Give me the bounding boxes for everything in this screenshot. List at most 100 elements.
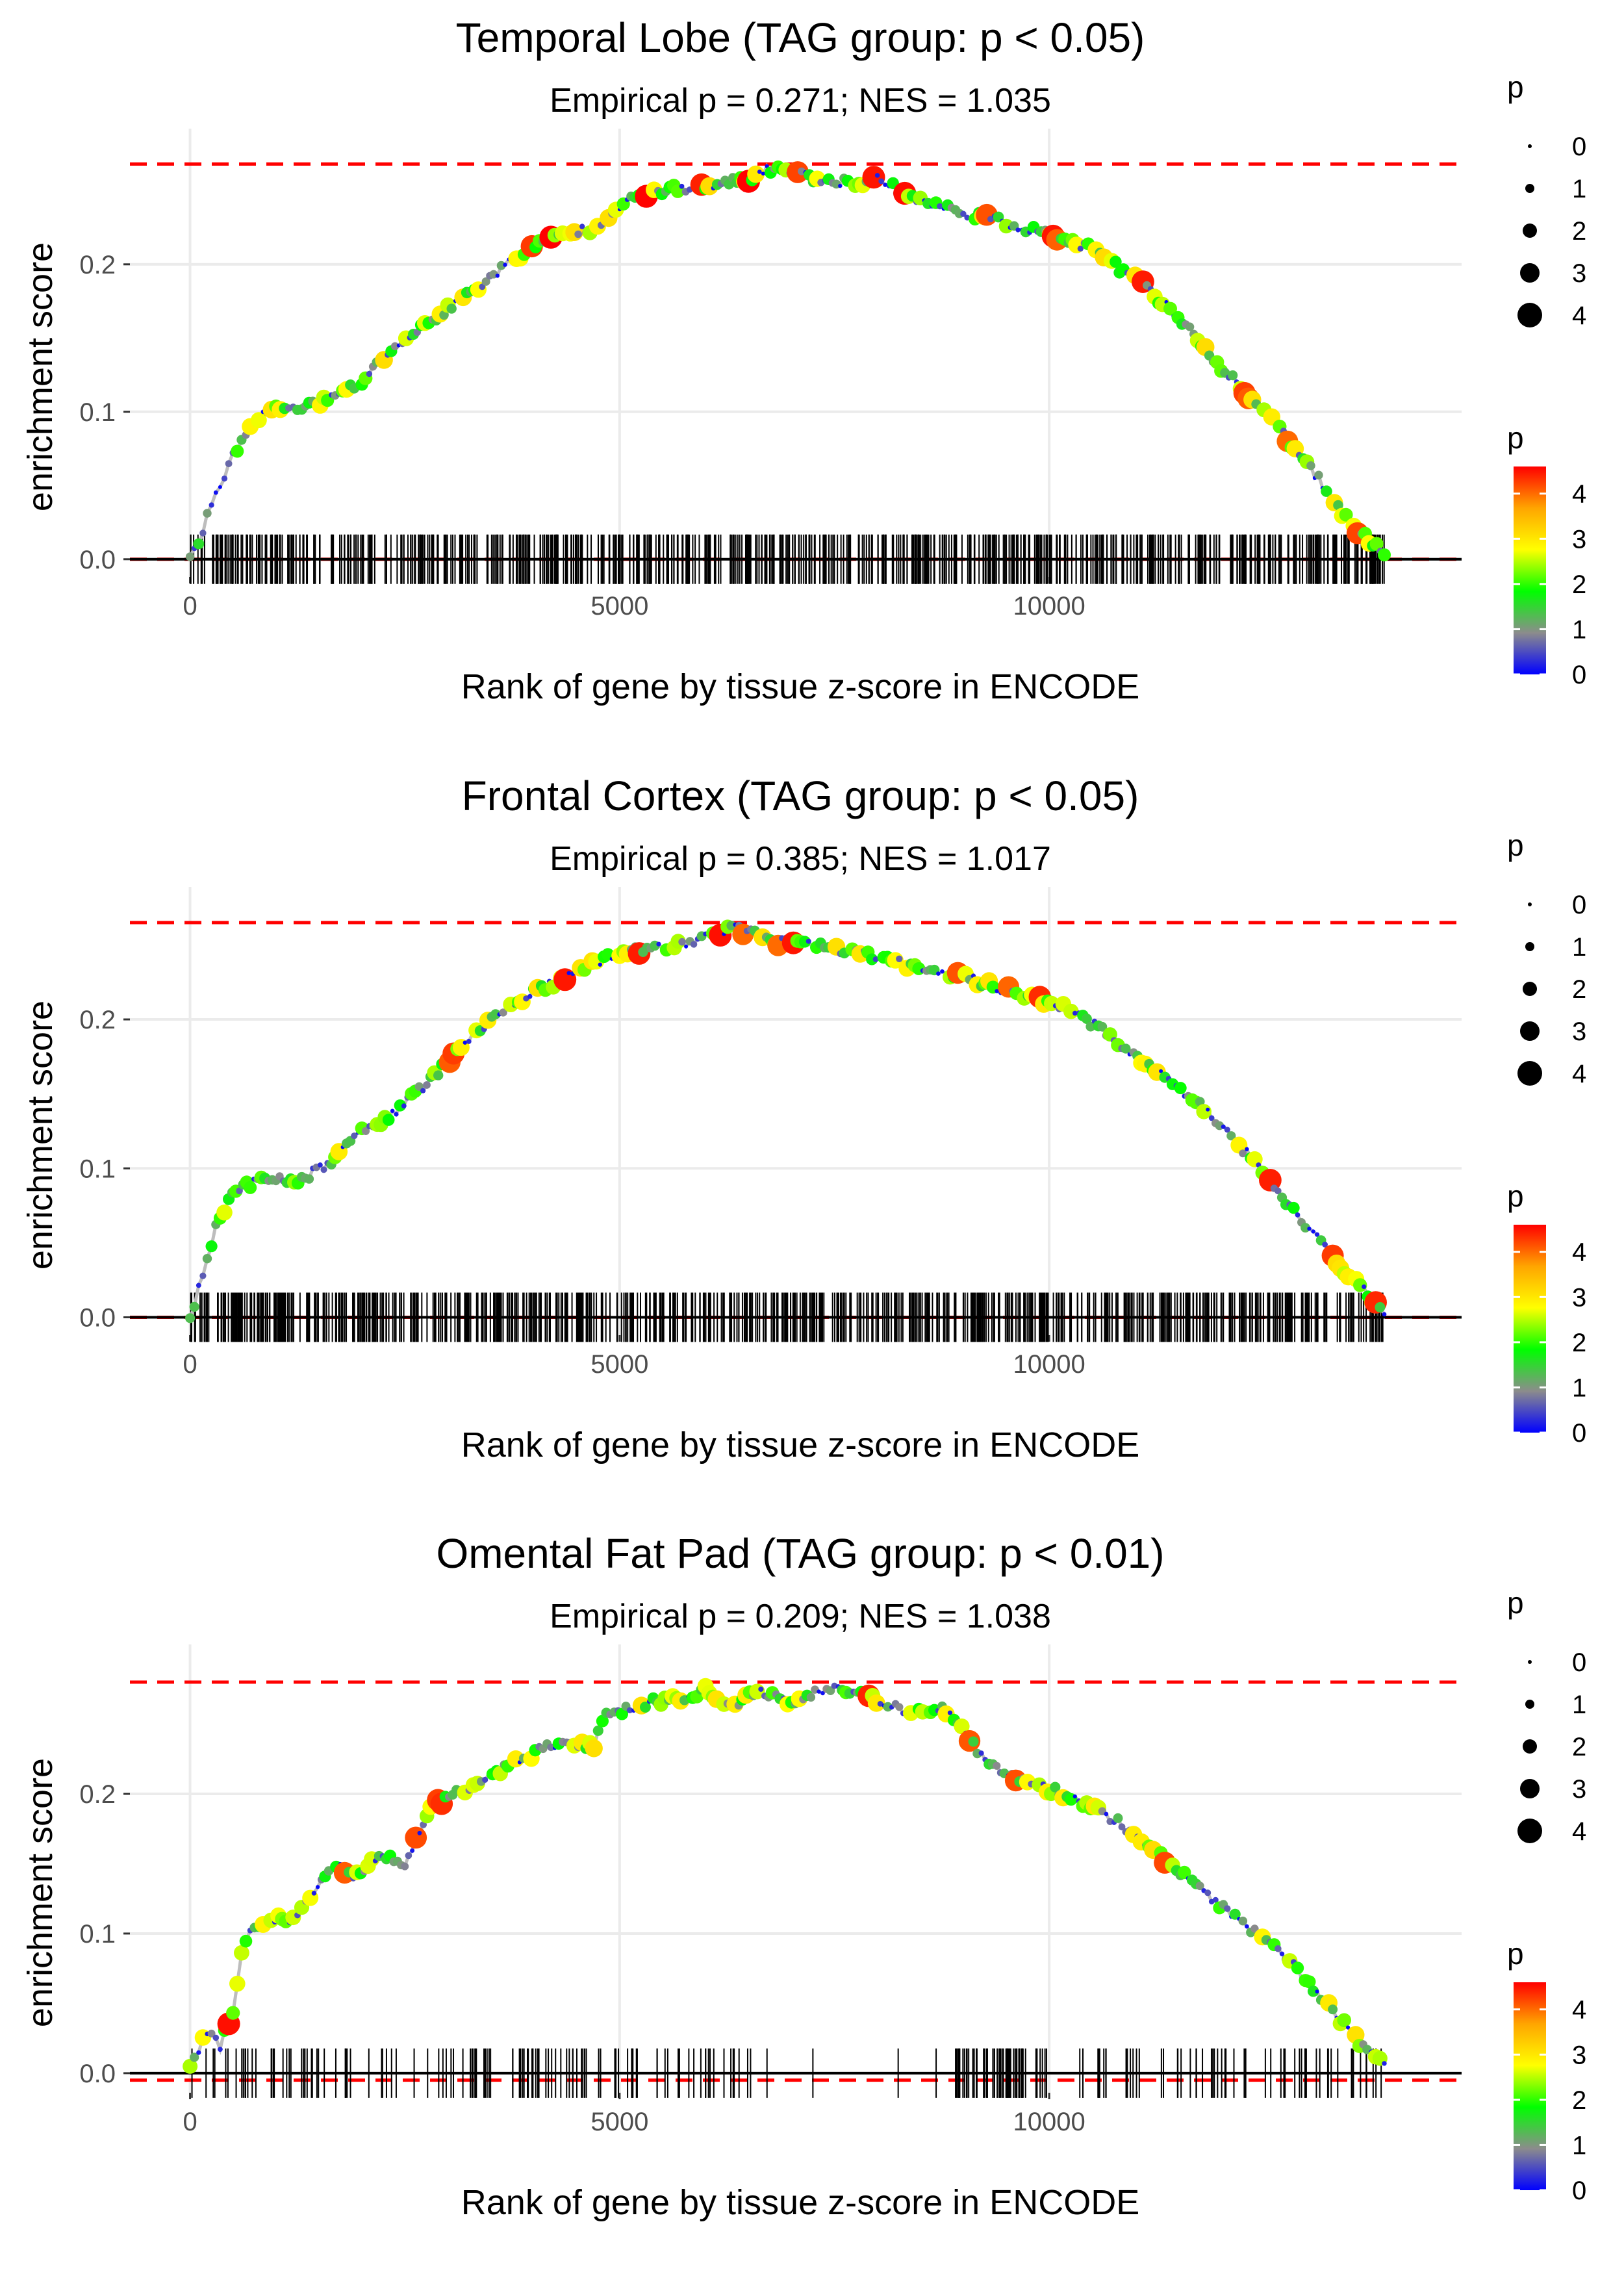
es-point bbox=[684, 944, 689, 949]
size-legend-dot bbox=[1520, 1779, 1540, 1798]
size-legend-dot bbox=[1525, 1700, 1534, 1709]
es-point bbox=[1337, 2013, 1351, 2028]
size-legend-label: 4 bbox=[1572, 1060, 1586, 1088]
colorbar-label: 3 bbox=[1572, 525, 1586, 554]
es-point bbox=[679, 183, 685, 189]
x-tick-label: 0 bbox=[183, 2108, 197, 2136]
es-point bbox=[574, 230, 582, 238]
size-legend-dot bbox=[1528, 144, 1532, 148]
es-point bbox=[806, 938, 811, 944]
es-point bbox=[947, 1710, 953, 1715]
size-legend-label: 4 bbox=[1572, 301, 1586, 330]
es-point bbox=[212, 2034, 220, 2041]
es-point bbox=[579, 224, 585, 229]
es-point bbox=[1307, 1226, 1312, 1231]
es-point bbox=[596, 1715, 609, 1728]
es-point bbox=[231, 444, 244, 458]
es-point bbox=[1015, 227, 1021, 233]
es-point bbox=[883, 183, 888, 187]
es-point bbox=[1228, 370, 1238, 381]
size-legend-label: 3 bbox=[1572, 1017, 1586, 1046]
y-tick-label: 0.1 bbox=[79, 398, 116, 427]
chart-panel-omental-fat-pad: Omental Fat Pad (TAG group: p < 0.01) Em… bbox=[21, 1530, 1586, 2222]
es-point bbox=[883, 1702, 893, 1712]
es-point bbox=[592, 1725, 603, 1736]
es-point bbox=[1224, 1127, 1230, 1133]
es-point bbox=[205, 1240, 218, 1253]
es-point bbox=[221, 475, 228, 482]
es-point bbox=[937, 203, 943, 210]
chart-title: Temporal Lobe (TAG group: p < 0.05) bbox=[456, 14, 1145, 61]
es-point bbox=[405, 1852, 412, 1859]
chart-subtitle: Empirical p = 0.271; NES = 1.035 bbox=[550, 82, 1051, 120]
color-legend: p 4 3 2 1 0 bbox=[1507, 421, 1586, 689]
size-legend-title: p bbox=[1507, 828, 1524, 862]
es-point bbox=[482, 1776, 488, 1783]
es-point bbox=[936, 971, 941, 976]
es-point bbox=[481, 277, 490, 286]
es-point bbox=[757, 170, 762, 174]
size-legend-label: 2 bbox=[1572, 1733, 1586, 1761]
colorbar-label: 4 bbox=[1572, 1238, 1586, 1267]
chart-title: Omental Fat Pad (TAG group: p < 0.01) bbox=[436, 1530, 1164, 1577]
colorbar-label: 2 bbox=[1572, 1329, 1586, 1357]
es-point bbox=[1378, 548, 1391, 561]
es-point bbox=[960, 211, 967, 217]
es-point bbox=[940, 969, 945, 974]
es-point bbox=[351, 1132, 358, 1140]
chart-title: Frontal Cortex (TAG group: p < 0.05) bbox=[462, 773, 1139, 819]
es-point bbox=[199, 1272, 207, 1279]
es-point bbox=[1085, 1021, 1096, 1032]
es-point bbox=[1224, 1905, 1231, 1912]
chart-panel-frontal-cortex: Frontal Cortex (TAG group: p < 0.05) Emp… bbox=[21, 773, 1586, 1464]
y-axis-label: enrichment score bbox=[21, 1758, 60, 2027]
plot-area: 0 5000 10000 0.0 0.1 0.2 bbox=[79, 1644, 1462, 2136]
size-legend-dot bbox=[1523, 224, 1537, 238]
size-legend-label: 4 bbox=[1572, 1817, 1586, 1846]
x-tick-label: 0 bbox=[183, 592, 197, 620]
es-point bbox=[1346, 2025, 1351, 2030]
es-point bbox=[968, 1736, 979, 1747]
es-point bbox=[196, 2050, 201, 2055]
y-tick-label: 0.0 bbox=[79, 546, 116, 574]
color-legend-title: p bbox=[1507, 1179, 1524, 1213]
es-point bbox=[316, 1885, 320, 1889]
es-point bbox=[1185, 322, 1195, 331]
es-point bbox=[244, 1181, 257, 1194]
colorbar-label: 4 bbox=[1572, 480, 1586, 509]
es-point bbox=[226, 2006, 240, 2020]
es-point bbox=[1315, 1989, 1319, 1994]
es-curve-line bbox=[188, 923, 1386, 1319]
x-axis-label: Rank of gene by tissue z-score in ENCODE bbox=[461, 2183, 1139, 2222]
es-point bbox=[202, 1254, 212, 1264]
es-point bbox=[466, 1038, 472, 1044]
colorbar-label: 3 bbox=[1572, 1283, 1586, 1312]
es-point bbox=[1322, 1242, 1328, 1247]
es-point bbox=[993, 1761, 1001, 1770]
es-point bbox=[320, 1166, 327, 1173]
es-point bbox=[209, 502, 214, 508]
es-point bbox=[193, 538, 205, 550]
es-point bbox=[410, 1848, 415, 1853]
color-legend: p 4 3 2 1 0 bbox=[1507, 1179, 1586, 1448]
size-legend-dot bbox=[1523, 982, 1537, 996]
es-point bbox=[417, 1830, 422, 1835]
es-point bbox=[640, 1702, 651, 1713]
es-point bbox=[394, 1112, 399, 1117]
es-point bbox=[726, 921, 737, 930]
es-point bbox=[866, 953, 878, 965]
es-point bbox=[1221, 1124, 1226, 1129]
x-axis-label: Rank of gene by tissue z-score in ENCODE bbox=[461, 1425, 1139, 1464]
es-points bbox=[185, 919, 1387, 1323]
es-point bbox=[1250, 1924, 1259, 1933]
es-point bbox=[218, 2047, 223, 2052]
es-point bbox=[463, 1040, 467, 1045]
es-curve-line bbox=[188, 1683, 1386, 2067]
size-legend: p 0 1 2 3 4 bbox=[1507, 828, 1586, 1088]
size-legend: p 0 1 2 3 4 bbox=[1507, 70, 1586, 330]
es-point bbox=[423, 1081, 431, 1089]
size-legend-label: 0 bbox=[1572, 1648, 1586, 1677]
es-point bbox=[820, 1691, 825, 1696]
y-axis-label: enrichment score bbox=[21, 242, 60, 511]
es-point bbox=[1206, 1107, 1210, 1112]
